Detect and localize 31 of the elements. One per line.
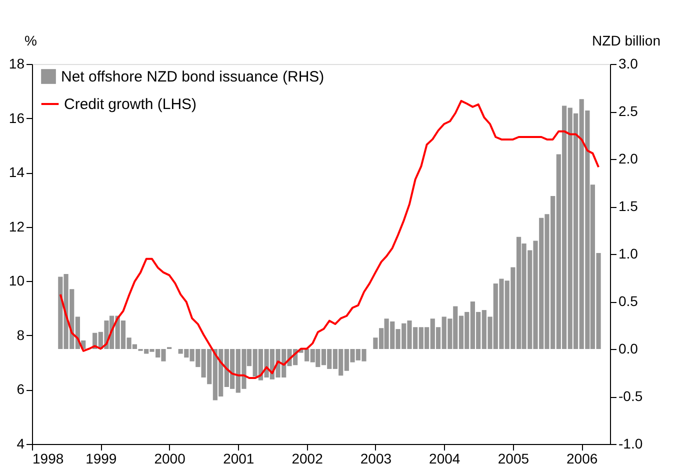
y2-tick-label: 2.0 — [618, 150, 638, 166]
y2-tick-label: 3.0 — [618, 56, 638, 72]
y2-tick-label: 2.5 — [618, 103, 638, 119]
y-tick-label: 16 — [8, 110, 25, 126]
y2-tick-label: -1.0 — [618, 436, 643, 452]
legend-label: Net offshore NZD bond issuance (RHS) — [61, 68, 324, 86]
x-tick-label: 2000 — [154, 450, 186, 466]
x-tick-label: 2005 — [498, 450, 530, 466]
line-series — [59, 100, 600, 380]
x-tick-label: 2001 — [223, 450, 254, 466]
y-tick-label: 8 — [16, 326, 25, 343]
y2-tick-label: 0.5 — [618, 293, 638, 309]
x-tick-label: 2006 — [566, 450, 598, 466]
y-axis-title: % — [24, 32, 37, 48]
y-tick-label: 4 — [16, 436, 25, 452]
y-tick-label: 10 — [8, 272, 25, 289]
y2-tick-label: 1.5 — [618, 198, 638, 214]
x-tick-label: 2004 — [429, 450, 460, 466]
y-tick-label: 12 — [8, 218, 25, 234]
y2-tick-label: 1.0 — [618, 246, 638, 262]
y2-axis-title: NZD billion — [592, 32, 660, 48]
x-tick-label: 1999 — [86, 450, 117, 466]
x-tick-label: 2003 — [360, 450, 392, 466]
x-tick-label: 1998 — [32, 450, 64, 466]
y2-tick-label: -0.5 — [618, 388, 643, 404]
legend-label: Credit growth (LHS) — [64, 96, 197, 113]
y-tick-label: 14 — [8, 164, 25, 180]
x-tick-label: 2002 — [292, 450, 324, 466]
y-tick-label: 6 — [16, 381, 25, 398]
y2-tick-label: 0.0 — [618, 340, 638, 356]
y-tick-label: 18 — [8, 56, 25, 72]
